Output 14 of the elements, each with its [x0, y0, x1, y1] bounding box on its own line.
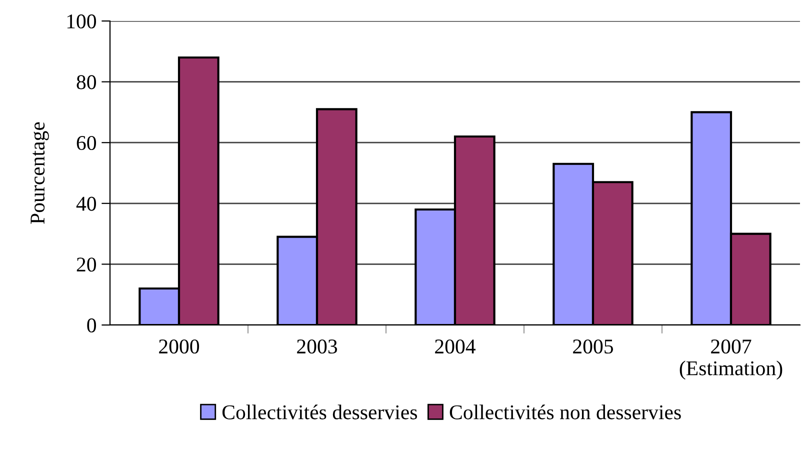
x-tick-label: 2007 (Estimation) — [680, 339, 782, 380]
y-axis-title: Pourcentage — [30, 122, 49, 224]
y-tick-label: 40 — [76, 196, 96, 211]
x-tick-label: 2005 — [573, 339, 614, 354]
y-tick-label: 60 — [76, 136, 96, 150]
legend-label: Collectivités desservies — [222, 404, 417, 420]
y-tick-label: 20 — [76, 258, 96, 272]
y-tick-label: 100 — [67, 14, 96, 28]
y-tick-label: 80 — [76, 75, 96, 90]
x-tick-label: 2000 — [159, 339, 200, 354]
x-tick-label: 2003 — [297, 339, 338, 354]
x-tick-label: 2004 — [435, 339, 476, 354]
y-tick-label: 0 — [87, 318, 96, 332]
legend-label: Collectivités non desservies — [450, 404, 681, 420]
